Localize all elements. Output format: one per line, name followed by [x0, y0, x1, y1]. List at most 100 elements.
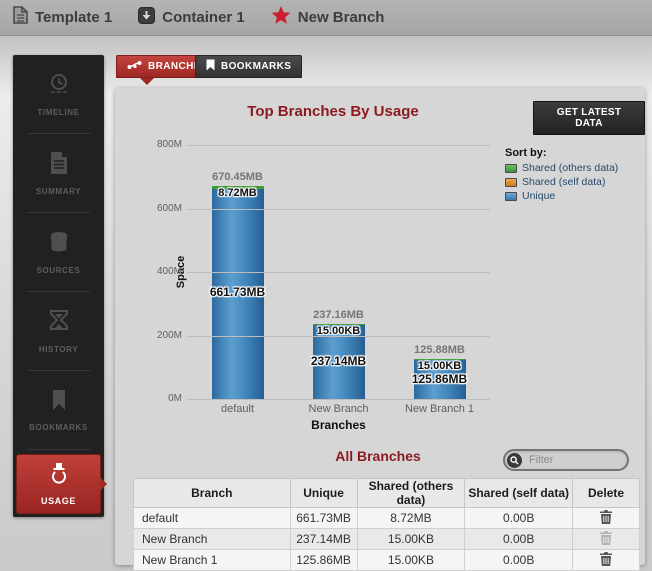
x-axis-tick-label: New Branch — [308, 403, 369, 415]
ink-bottle-icon — [48, 462, 70, 491]
bar-unique-label: 237.14MB — [310, 354, 367, 368]
unique-cell: 237.14MB — [289, 528, 358, 550]
gridline — [187, 399, 490, 400]
shared-self-cell: 0.00B — [464, 507, 574, 529]
table-header-cell: Branch — [133, 478, 291, 508]
tab-bookmarks-label: BOOKMARKS — [221, 61, 292, 72]
y-axis-tick-label: 600M — [156, 202, 182, 214]
trash-icon[interactable] — [600, 509, 613, 524]
tab-bookmarks[interactable]: BOOKMARKS — [195, 55, 303, 78]
usage-bar[interactable] — [413, 359, 466, 399]
table-row: New Branch 1 125.86MB 15.00KB 0.00B — [133, 549, 640, 571]
legend-swatch — [505, 177, 517, 187]
search-icon — [507, 452, 522, 468]
tab-branches[interactable]: BRANCHES — [116, 55, 219, 78]
legend-swatch — [505, 191, 517, 201]
breadcrumb-branch-label: New Branch — [297, 9, 385, 26]
document-icon — [13, 6, 28, 29]
bar-group: 237.16MB 15.00KB 237.14MB New Branch Branche… — [288, 145, 389, 432]
delete-cell — [572, 507, 640, 529]
x-axis-title: Branches — [311, 418, 366, 432]
legend-label: Unique — [522, 190, 556, 202]
y-axis-tick-label: 400M — [156, 266, 182, 277]
sidebar-item-history[interactable]: HISTORY — [13, 292, 104, 370]
delete-cell — [572, 528, 640, 550]
gridline — [187, 208, 490, 210]
table-row: default 661.73MB 8.72MB 0.00B — [133, 507, 640, 529]
shared-others-segment — [211, 186, 264, 189]
chart-legend: Sort by: Shared (others data) Shared (sel… — [505, 147, 618, 204]
sidebar-item-label: BOOKMARKS — [29, 422, 88, 432]
bar-total-label: 237.16MB — [313, 309, 364, 321]
branches-table: Branch Unique Shared (others data) Shared (… — [133, 478, 640, 571]
shared-self-cell: 0.00B — [464, 528, 574, 550]
table-header-row: Branch Unique Shared (others data) Shared (… — [133, 478, 640, 508]
sidebar-item-label: HISTORY — [38, 344, 79, 354]
breadcrumb-template[interactable]: Template 1 — [13, 6, 112, 29]
filter-input[interactable] — [529, 454, 617, 466]
gridline — [187, 272, 490, 273]
bar-shared-label: 8.72MB — [218, 187, 257, 199]
sidebar-divider — [27, 212, 90, 213]
trash-icon[interactable] — [600, 551, 613, 566]
database-icon — [47, 230, 71, 259]
sidebar-item-label: TIMELINE — [37, 107, 80, 117]
bar-total-label: 125.88MB — [414, 344, 465, 356]
chart-plot: Space 670.45MB 8.72MB 661.73MB default 237.1… — [157, 139, 490, 432]
usage-bar[interactable] — [211, 186, 264, 399]
sidebar-item-sources[interactable]: SOURCES — [13, 213, 104, 291]
breadcrumb-container[interactable]: Container 1 — [138, 6, 245, 29]
table-header-cell: Delete — [572, 478, 640, 508]
legend-item[interactable]: Unique — [505, 190, 618, 202]
trash-icon — [600, 530, 613, 545]
legend-label: Shared (others data) — [522, 162, 619, 174]
branch-name-cell: default — [133, 507, 291, 529]
bar-shared-label: 15.00KB — [417, 360, 462, 372]
unique-cell: 125.86MB — [289, 549, 358, 571]
sidebar-item-bookmarks[interactable]: BOOKMARKS — [13, 371, 104, 449]
sidebar-item-usage[interactable]: USAGE — [16, 454, 107, 514]
table-header-cell: Shared (self data) — [464, 478, 574, 508]
tab-branches-label: BRANCHES — [148, 61, 208, 72]
legend-items: Shared (others data) Shared (self data) Un… — [505, 162, 618, 202]
bar-group: 125.88MB 15.00KB 125.86MB New Branch 1 — [389, 145, 490, 415]
legend-swatch — [505, 163, 517, 173]
breadcrumb: Template 1 Container 1 New Branch — [0, 0, 652, 36]
legend-item[interactable]: Shared (self data) — [505, 176, 618, 188]
sidebar-item-label: SOURCES — [36, 265, 81, 275]
table-header-cell: Unique — [289, 478, 358, 508]
bar-unique-label: 125.86MB — [411, 372, 468, 386]
bookmark-icon — [206, 59, 215, 74]
legend-item[interactable]: Shared (others data) — [505, 162, 618, 174]
bar-unique-label: 661.73MB — [209, 285, 266, 299]
y-axis-tick-label: 200M — [156, 329, 182, 341]
usage-panel: Top Branches By Usage GET LATEST DATA Sp… — [115, 88, 645, 571]
y-axis-tick-label: 0M — [168, 393, 182, 404]
x-axis-tick-label: default — [220, 403, 255, 415]
document-icon — [49, 151, 69, 180]
shared-others-segment — [413, 359, 466, 360]
sidebar-item-summary[interactable]: SUMMARY — [13, 134, 104, 212]
sidebar: TIMELINE SUMMARY SOURCES HISTORY BOOKMAR… — [13, 55, 107, 517]
breadcrumb-template-label: Template 1 — [35, 9, 113, 26]
star-icon — [271, 5, 291, 30]
bar-total-label: 670.45MB — [212, 171, 263, 183]
chart-bars: 670.45MB 8.72MB 661.73MB default 237.16MB 15.… — [187, 145, 490, 432]
bookmark-icon — [51, 389, 67, 416]
shared-self-cell: 0.00B — [464, 549, 574, 571]
x-axis-tick-label: New Branch 1 — [404, 403, 475, 415]
shared-others-segment — [312, 324, 365, 325]
clock-icon — [47, 72, 71, 101]
container-icon — [138, 6, 156, 29]
usage-bar[interactable] — [312, 324, 365, 399]
legend-label: Shared (self data) — [522, 176, 606, 188]
get-latest-data-button[interactable]: GET LATEST DATA — [533, 101, 645, 135]
table-body: default 661.73MB 8.72MB 0.00B New Branch 237.… — [133, 507, 640, 571]
breadcrumb-branch[interactable]: New Branch — [271, 5, 385, 30]
active-tab-pointer — [140, 78, 154, 85]
branch-name-cell: New Branch — [133, 528, 291, 550]
sidebar-item-timeline[interactable]: TIMELINE — [13, 55, 104, 133]
bar-shared-label: 15.00KB — [316, 325, 361, 337]
gridline — [187, 145, 490, 146]
all-branches-title: All Branches — [335, 448, 421, 464]
